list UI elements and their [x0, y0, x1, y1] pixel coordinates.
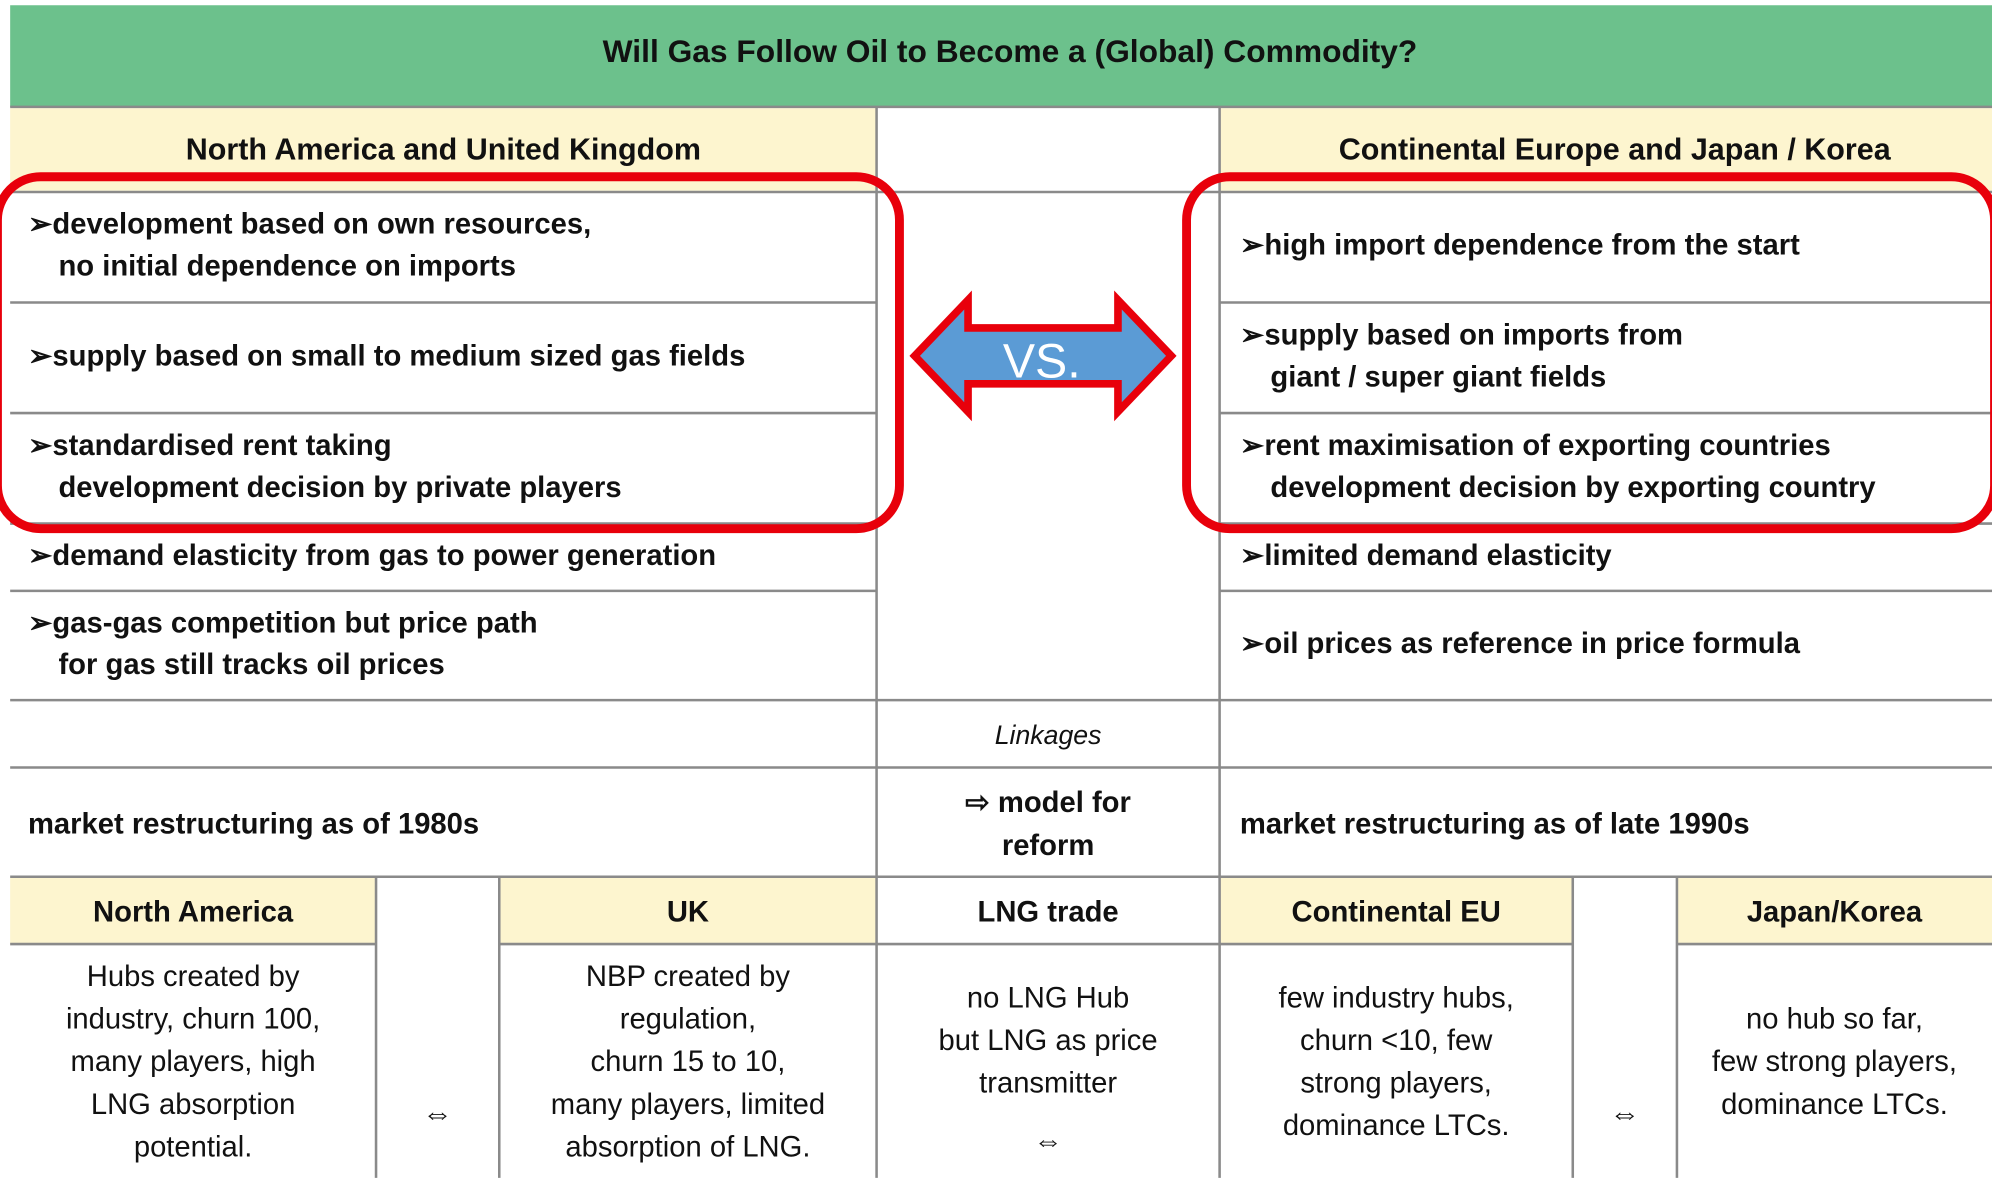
title: Will Gas Follow Oil to Become a (Global)… — [603, 33, 1418, 69]
header-bg — [10, 878, 377, 945]
cell-text: NBP created by — [586, 961, 790, 993]
vs-label: VS. — [1003, 335, 1081, 389]
header-bg — [1676, 878, 1992, 945]
cell-text: transmitter — [979, 1067, 1117, 1099]
cell-header: LNG trade — [978, 896, 1119, 928]
list-item: ➢development based on own resources, — [28, 208, 591, 240]
reform-note: reform — [1002, 830, 1095, 862]
list-item: development decision by private players — [58, 472, 621, 504]
column-header: Continental Europe and Japan / Korea — [1339, 132, 1892, 166]
cell-text: no LNG Hub — [967, 982, 1129, 1014]
list-item: ➢high import dependence from the start — [1240, 229, 1800, 261]
vs-arrow — [909, 290, 1177, 422]
cell-text: churn 15 to 10, — [591, 1046, 786, 1078]
cell-header: Japan/Korea — [1747, 896, 1923, 928]
cell-header: North America — [93, 896, 294, 928]
highlight-box — [1182, 172, 1992, 534]
cell-text: churn <10, few — [1300, 1025, 1493, 1057]
cell-text: industry, churn 100, — [66, 1004, 320, 1036]
list-item: ➢limited demand elasticity — [1240, 540, 1613, 572]
restructuring: market restructuring as of late 1990s — [1240, 809, 1750, 841]
cell-text: many players, high — [71, 1046, 316, 1078]
list-item: giant / super giant fields — [1270, 361, 1606, 393]
cell-text: dominance LTCs. — [1283, 1110, 1510, 1142]
cell-text: potential. — [134, 1131, 253, 1163]
header-bg — [1219, 878, 1573, 945]
cell-text: few industry hubs, — [1278, 982, 1513, 1014]
cell-text: LNG absorption — [91, 1089, 296, 1121]
list-item: ➢demand elasticity from gas to power gen… — [28, 540, 716, 572]
cell-text: regulation, — [620, 1004, 756, 1036]
separator: ⇔ — [422, 1097, 452, 1131]
cell-text: dominance LTCs. — [1721, 1089, 1948, 1121]
restructuring: market restructuring as of 1980s — [28, 809, 479, 841]
grid — [10, 105, 1992, 1178]
cell-text: absorption of LNG. — [565, 1131, 810, 1163]
cell-text: but LNG as price — [939, 1025, 1158, 1057]
cell-text: ⇔ — [1033, 1125, 1062, 1157]
highlight-box — [0, 172, 904, 534]
separator: ⇔ — [1610, 1097, 1640, 1131]
list-item: for gas still tracks oil prices — [58, 649, 444, 681]
cell-text: Hubs created by — [87, 961, 300, 993]
header-bg — [499, 878, 877, 945]
list-item: ➢rent maximisation of exporting countrie… — [1240, 430, 1831, 462]
list-item: ➢gas-gas competition but price path — [28, 607, 538, 639]
list-item: ➢supply based on small to medium sized g… — [28, 341, 745, 373]
column-header: North America and United Kingdom — [186, 132, 701, 166]
list-item: ➢supply based on imports from — [1240, 320, 1683, 352]
cell-text: strong players, — [1300, 1067, 1492, 1099]
list-item: development decision by exporting countr… — [1270, 472, 1876, 504]
cell-text: many players, limited — [551, 1089, 825, 1121]
cell-header: UK — [667, 896, 709, 928]
cell-text: no hub so far, — [1746, 1004, 1923, 1036]
list-item: ➢oil prices as reference in price formul… — [1240, 628, 1801, 660]
linkages: Linkages — [995, 720, 1102, 750]
list-item: no initial dependence on imports — [58, 250, 516, 282]
cell-header: Continental EU — [1292, 896, 1501, 928]
reform-note: ⇨ model for — [965, 787, 1131, 819]
cell-text: few strong players, — [1712, 1046, 1957, 1078]
title-bar — [10, 5, 1992, 107]
list-item: ➢standardised rent taking — [28, 430, 392, 462]
